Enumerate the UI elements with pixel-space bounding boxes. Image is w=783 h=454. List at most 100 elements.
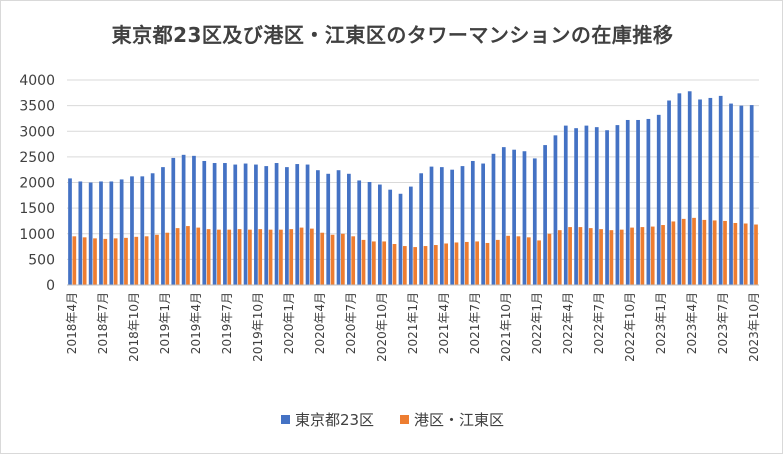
bar-tokyo23 <box>429 166 434 285</box>
bar-minato-koto <box>671 221 676 285</box>
bar-tokyo23 <box>615 125 620 285</box>
bar-tokyo23 <box>119 179 124 285</box>
chart-title: 東京都23区及び港区・江東区のタワーマンションの在庫推移 <box>111 23 674 47</box>
bar-minato-koto <box>371 241 376 285</box>
bar-tokyo23 <box>698 99 702 285</box>
bar-tokyo23 <box>667 100 671 285</box>
bar-tokyo23 <box>563 125 568 285</box>
bar-minato-koto <box>630 227 634 285</box>
bar-minato-koto <box>650 226 655 285</box>
bar-minato-koto <box>640 227 645 285</box>
bar-tokyo23 <box>625 119 630 285</box>
bar-minato-koto <box>330 234 335 285</box>
bar-minato-koto <box>320 232 325 285</box>
y-tick-label: 4000 <box>19 73 55 89</box>
bar-tokyo23 <box>708 97 713 285</box>
x-tick-label: 2022年7月 <box>592 292 606 354</box>
bar-minato-koto <box>712 220 717 285</box>
bar-minato-koto <box>279 229 283 285</box>
bar-tokyo23 <box>357 180 362 285</box>
bar-minato-koto <box>454 242 459 285</box>
bar-minato-koto <box>516 236 521 285</box>
bar-tokyo23 <box>512 149 516 285</box>
bar-tokyo23 <box>161 167 165 285</box>
bar-tokyo23 <box>749 105 754 285</box>
bar-tokyo23 <box>223 163 227 285</box>
legend-swatch-tokyo23 <box>280 415 290 424</box>
bar-tokyo23 <box>501 147 506 285</box>
bar-minato-koto <box>743 223 748 285</box>
bar-tokyo23 <box>367 181 372 285</box>
x-tick-label: 2021年1月 <box>406 292 420 354</box>
bar-tokyo23 <box>718 95 723 285</box>
bar-tokyo23 <box>264 166 269 285</box>
bar-minato-koto <box>526 237 531 285</box>
x-tick-label: 2019年10月 <box>251 292 265 362</box>
bar-minato-koto <box>619 229 624 285</box>
legend: 東京都23区 港区・江東区 <box>1 409 782 430</box>
bar-tokyo23 <box>594 127 599 286</box>
bar-minato-koto <box>82 237 87 285</box>
bar-minato-koto <box>433 245 438 285</box>
bar-tokyo23 <box>739 105 744 285</box>
bar-tokyo23 <box>450 169 455 285</box>
bar-tokyo23 <box>553 135 558 285</box>
bar-tokyo23 <box>295 164 300 285</box>
bar-minato-koto <box>196 227 201 285</box>
bar-minato-koto <box>444 243 449 285</box>
bar-tokyo23 <box>522 151 527 285</box>
bar-tokyo23 <box>439 167 444 285</box>
x-tick-label: 2018年7月 <box>96 292 110 354</box>
bar-tokyo23 <box>636 119 640 285</box>
bar-tokyo23 <box>677 93 682 285</box>
x-tick-label: 2021年10月 <box>499 292 513 362</box>
bar-minato-koto <box>351 236 356 285</box>
bar-minato-koto <box>495 239 500 285</box>
bar-tokyo23 <box>326 173 331 285</box>
bar-tokyo23 <box>274 163 279 285</box>
legend-label-tokyo23: 東京都23区 <box>294 411 375 429</box>
bar-tokyo23 <box>388 189 393 285</box>
x-tick-label: 2019年1月 <box>158 292 172 354</box>
bar-minato-koto <box>155 234 159 285</box>
bar-tokyo23 <box>336 170 341 285</box>
x-tick-label: 2018年10月 <box>127 292 141 362</box>
bar-minato-koto <box>310 228 314 285</box>
bar-tokyo23 <box>99 181 103 285</box>
x-tick-label: 2019年4月 <box>189 292 203 354</box>
bar-tokyo23 <box>377 184 382 285</box>
y-tick-label: 1000 <box>19 227 55 243</box>
bar-minato-koto <box>537 240 541 285</box>
bar-tokyo23 <box>130 176 134 285</box>
bar-minato-koto <box>165 232 170 285</box>
bar-minato-koto <box>103 238 108 285</box>
bar-minato-koto <box>124 237 128 285</box>
bar-minato-koto <box>144 236 149 285</box>
bar-tokyo23 <box>419 173 424 285</box>
bar-tokyo23 <box>150 173 155 285</box>
bar-tokyo23 <box>88 182 93 285</box>
bar-tokyo23 <box>398 193 403 285</box>
bar-minato-koto <box>299 227 304 285</box>
legend-item-minato-koto: 港区・江東区 <box>400 409 504 430</box>
x-tick-label: 2021年4月 <box>437 292 451 354</box>
bar-minato-koto <box>361 239 366 285</box>
bar-minato-koto <box>681 218 686 285</box>
x-tick-label: 2018年4月 <box>65 292 79 354</box>
bar-minato-koto <box>599 229 603 285</box>
bar-minato-koto <box>475 241 479 285</box>
bar-minato-koto <box>506 235 510 285</box>
bar-minato-koto <box>93 238 97 285</box>
bar-minato-koto <box>248 229 252 285</box>
bar-minato-koto <box>413 247 418 285</box>
bar-tokyo23 <box>171 157 176 285</box>
bar-tokyo23 <box>202 160 207 285</box>
bar-tokyo23 <box>605 130 609 285</box>
x-tick-label: 2023年1月 <box>654 292 668 354</box>
bar-minato-koto <box>661 225 665 285</box>
bar-minato-koto <box>557 230 562 285</box>
bar-minato-koto <box>485 242 490 285</box>
bar-tokyo23 <box>408 186 413 285</box>
